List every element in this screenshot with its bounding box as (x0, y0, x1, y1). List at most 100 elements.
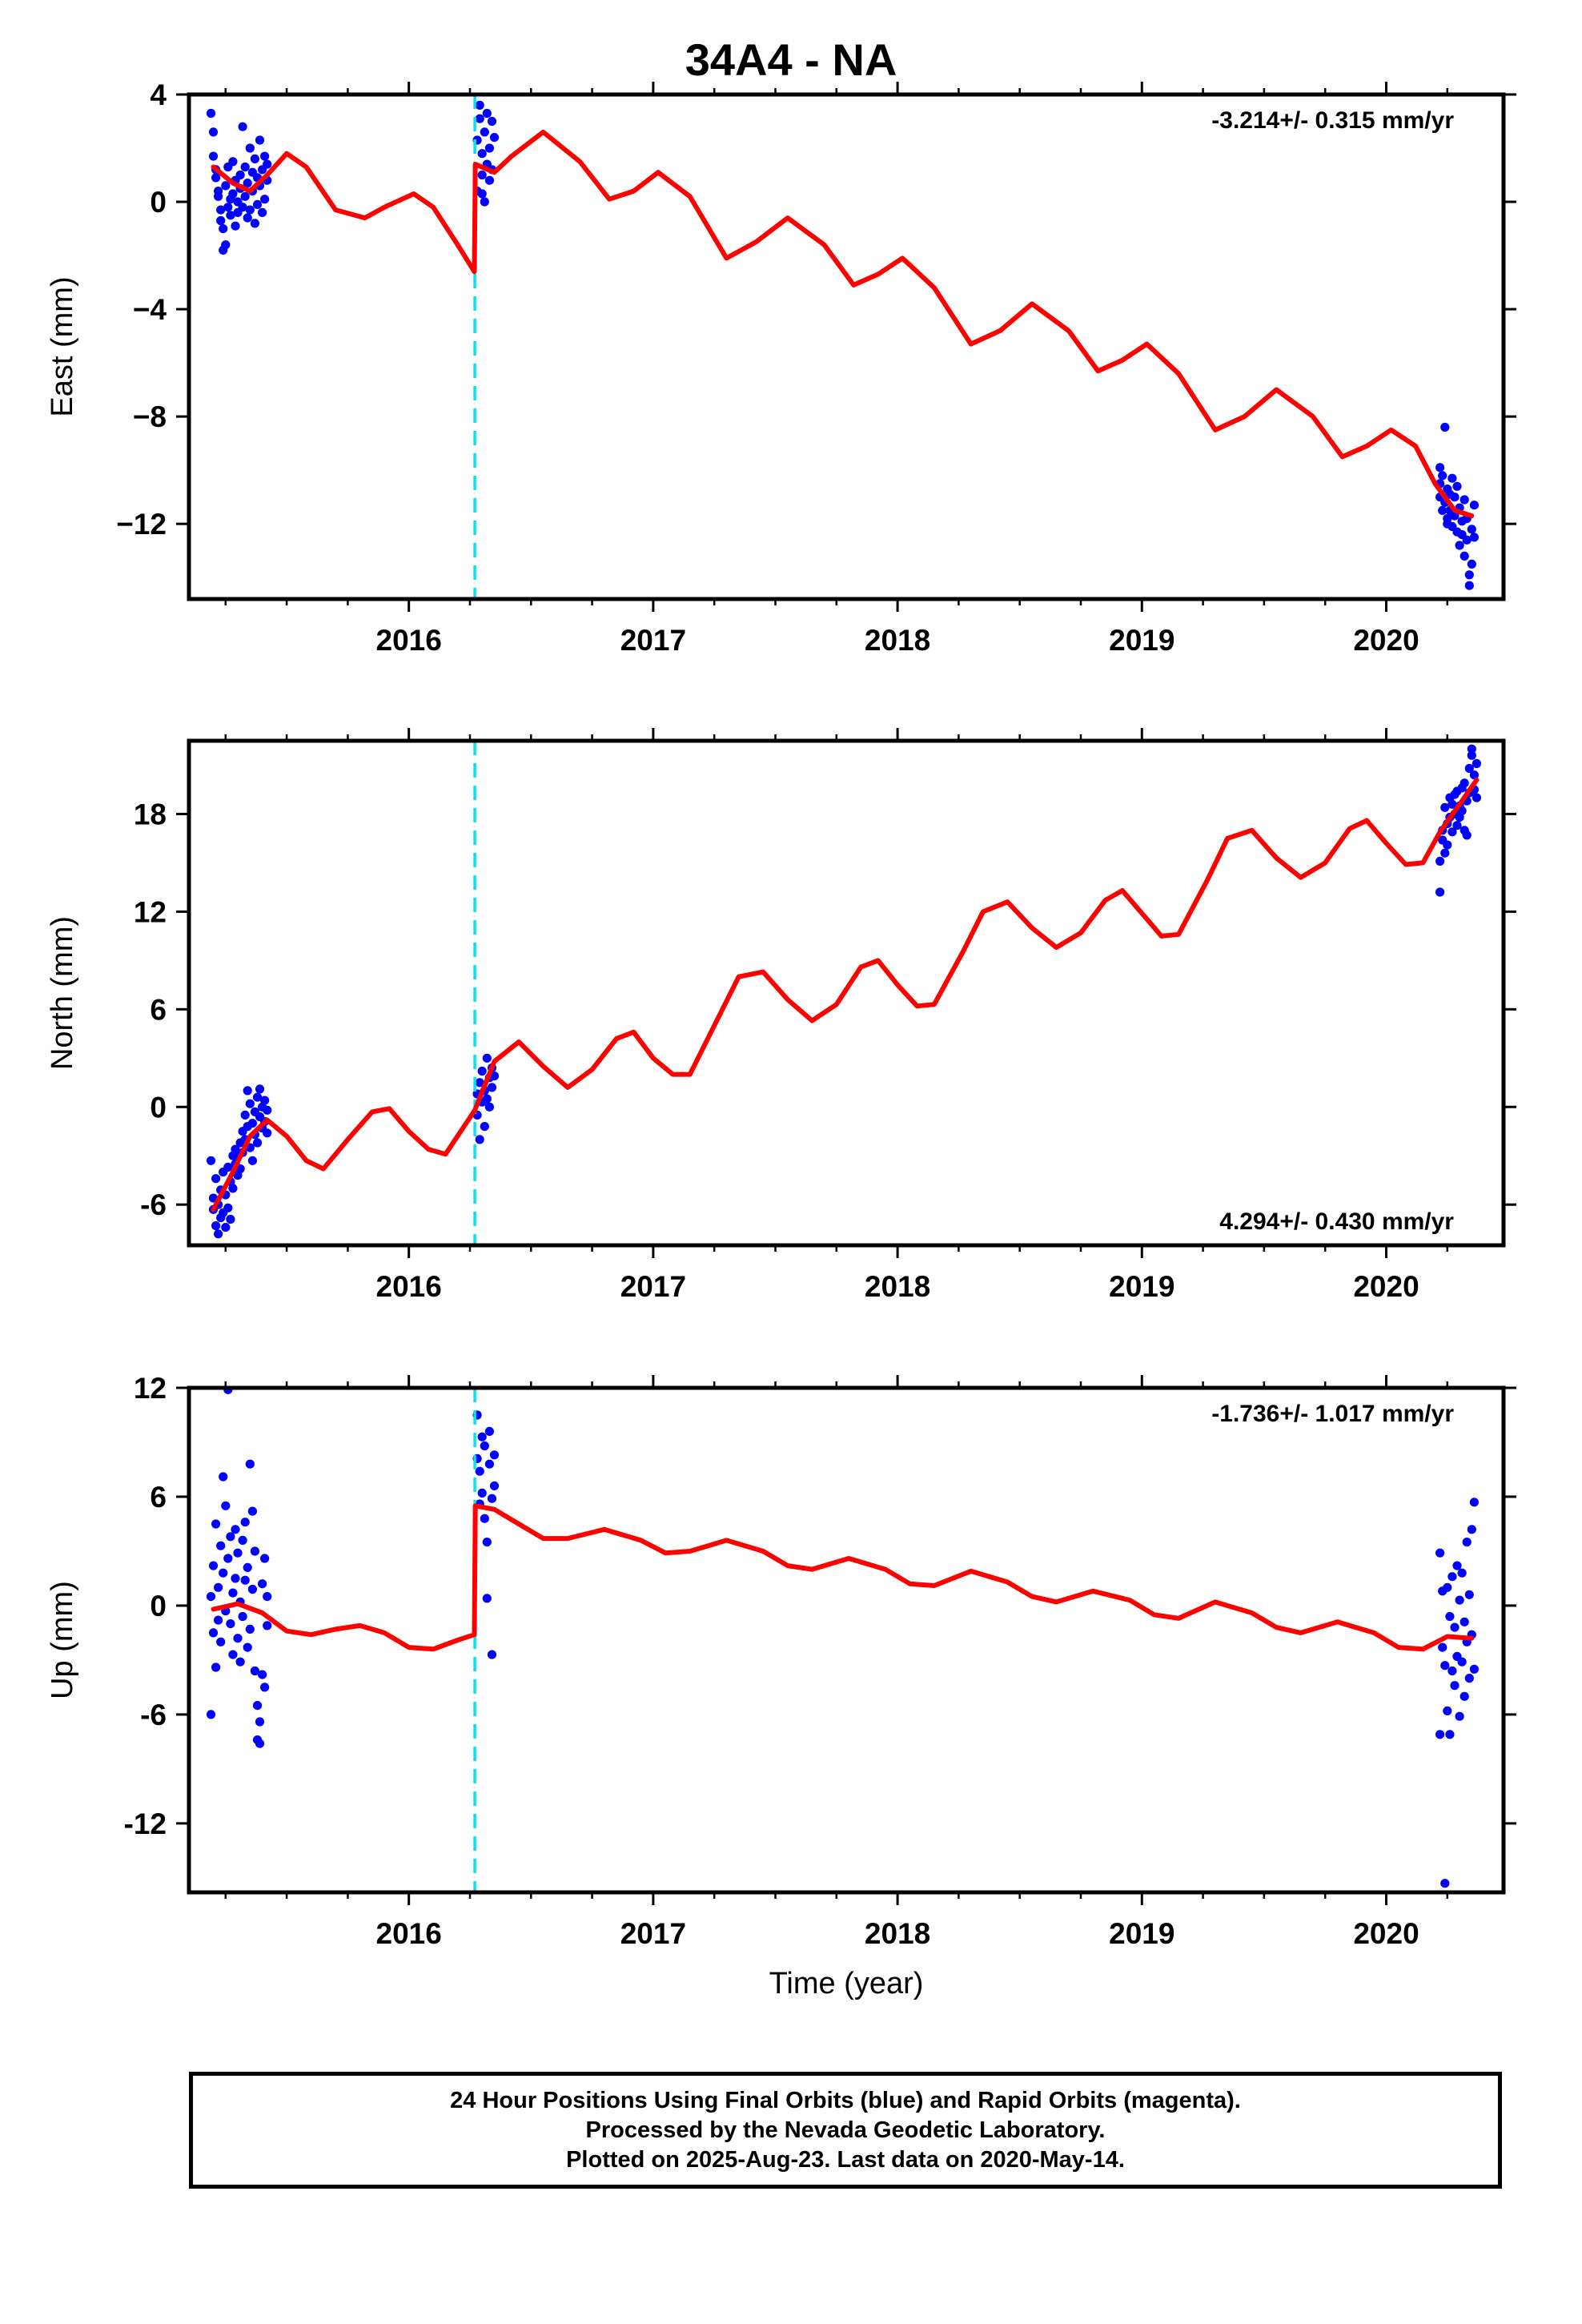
up-y-tick-label: 12 (134, 1372, 167, 1405)
east-data-point (252, 199, 263, 209)
north-data-point (240, 1110, 250, 1120)
up-data-point (238, 1611, 247, 1622)
north-data-point (484, 1102, 495, 1112)
up-data-point (238, 1535, 247, 1545)
north-y-tick-label: 18 (134, 798, 167, 830)
east-data-point (484, 175, 495, 185)
north-data-point (252, 1092, 263, 1102)
east-data-point (226, 211, 235, 220)
up-data-point (1447, 1572, 1457, 1582)
north-data-point (489, 1072, 500, 1081)
up-x-tick-label: 2017 (620, 1917, 686, 1950)
up-data-point (1440, 1879, 1450, 1888)
footer-line-processed: Processed by the Nevada Geodetic Laborat… (585, 2117, 1106, 2143)
up-data-point (214, 1615, 223, 1625)
north-panel: 2016 2017 2018 2019 2020 18 12 6 0 -6 North (mm) 4.… (46, 728, 1516, 1303)
up-data-point (1440, 1661, 1450, 1671)
up-x-axis-label: Time (year) (769, 1967, 924, 2000)
east-data-point (1460, 551, 1469, 561)
up-data-point (477, 1432, 487, 1441)
up-data-point (260, 1554, 270, 1563)
up-data-point (255, 1739, 265, 1748)
east-data-point (1450, 493, 1460, 502)
up-data-point (240, 1575, 250, 1585)
up-data-point (1438, 1642, 1447, 1652)
north-data-point (226, 1214, 235, 1224)
up-data-point (1443, 1582, 1452, 1592)
north-data-point (1460, 778, 1469, 788)
east-y-tick-label: 0 (150, 186, 167, 219)
east-data-point (477, 149, 487, 159)
up-data-point (243, 1642, 252, 1652)
north-data-point (247, 1119, 257, 1128)
up-data-point (1450, 1622, 1460, 1632)
east-data-point (250, 219, 259, 228)
up-data-point (206, 1710, 216, 1719)
north-data-point (1440, 802, 1450, 812)
up-data-point (221, 1501, 231, 1510)
up-data-point (240, 1518, 250, 1527)
east-data-point (1469, 533, 1479, 542)
up-data-point (252, 1701, 263, 1711)
up-data-point (475, 1466, 484, 1476)
north-data-point (1452, 821, 1462, 830)
east-data-point (223, 203, 233, 212)
east-data-point (1460, 495, 1469, 505)
up-data-point (1464, 1674, 1474, 1683)
up-y-axis-label: Up (mm) (46, 1581, 79, 1699)
north-y-tick-label: 0 (150, 1091, 167, 1124)
east-data-point (228, 189, 238, 199)
east-data-point (1455, 541, 1464, 550)
footer-info-box: 24 Hour Positions Using Final Orbits (bl… (189, 2072, 1502, 2189)
up-data-point (1435, 1730, 1445, 1739)
up-data-point (258, 1579, 267, 1589)
up-data-point (1447, 1666, 1457, 1676)
north-x-tick-label: 2018 (865, 1270, 930, 1303)
east-data-point (238, 122, 247, 131)
north-data-point (1464, 763, 1474, 774)
north-data-point (475, 1135, 484, 1144)
up-data-point (208, 1628, 219, 1638)
north-data-point (245, 1099, 255, 1108)
east-data-point (245, 205, 255, 215)
east-data-point (1464, 581, 1474, 590)
east-data-point (1438, 505, 1447, 516)
footer-line-orbits: 24 Hour Positions Using Final Orbits (bl… (450, 2087, 1241, 2113)
north-data-point (1447, 827, 1457, 837)
up-data-point (228, 1650, 238, 1659)
east-data-point (208, 127, 219, 137)
east-data-point (231, 221, 240, 231)
up-data-point (243, 1562, 252, 1572)
east-data-point (240, 162, 250, 172)
north-data-point (1435, 856, 1445, 866)
north-data-point (475, 1078, 484, 1088)
east-data-point (221, 181, 231, 191)
up-data-point (1455, 1711, 1464, 1721)
east-data-point (206, 108, 216, 119)
up-model-curve (211, 1503, 1475, 1652)
north-data-point (211, 1174, 221, 1184)
up-data-point (1457, 1568, 1467, 1578)
east-data-point (216, 215, 226, 226)
footer-line-plotted: Plotted on 2025-Aug-23. Last data on 202… (566, 2146, 1125, 2173)
north-data-point (247, 1156, 257, 1165)
up-data-point (1435, 1548, 1445, 1558)
up-data-point (1460, 1617, 1469, 1626)
north-velocity-annotation: 4.294+/- 0.430 mm/yr (1219, 1208, 1454, 1235)
east-panel: 2016 2017 2018 2019 2020 4 0 −4 −8 −12 East (mm) -3… (46, 78, 1516, 657)
up-data-point (1450, 1681, 1460, 1691)
north-data-point (263, 1105, 272, 1115)
up-y-tick-label: -12 (124, 1807, 167, 1840)
east-x-tick-label: 2018 (865, 624, 930, 657)
up-data-point (1467, 1525, 1476, 1534)
up-data-point (1445, 1611, 1455, 1622)
east-data-point (1435, 463, 1445, 472)
north-y-tick-label: -6 (140, 1188, 167, 1221)
up-data-point (260, 1683, 270, 1692)
east-data-point (484, 143, 495, 153)
up-data-point (1460, 1691, 1469, 1701)
east-data-point (263, 159, 272, 169)
east-data-point (1464, 570, 1474, 580)
east-x-tick-label: 2019 (1109, 624, 1174, 657)
